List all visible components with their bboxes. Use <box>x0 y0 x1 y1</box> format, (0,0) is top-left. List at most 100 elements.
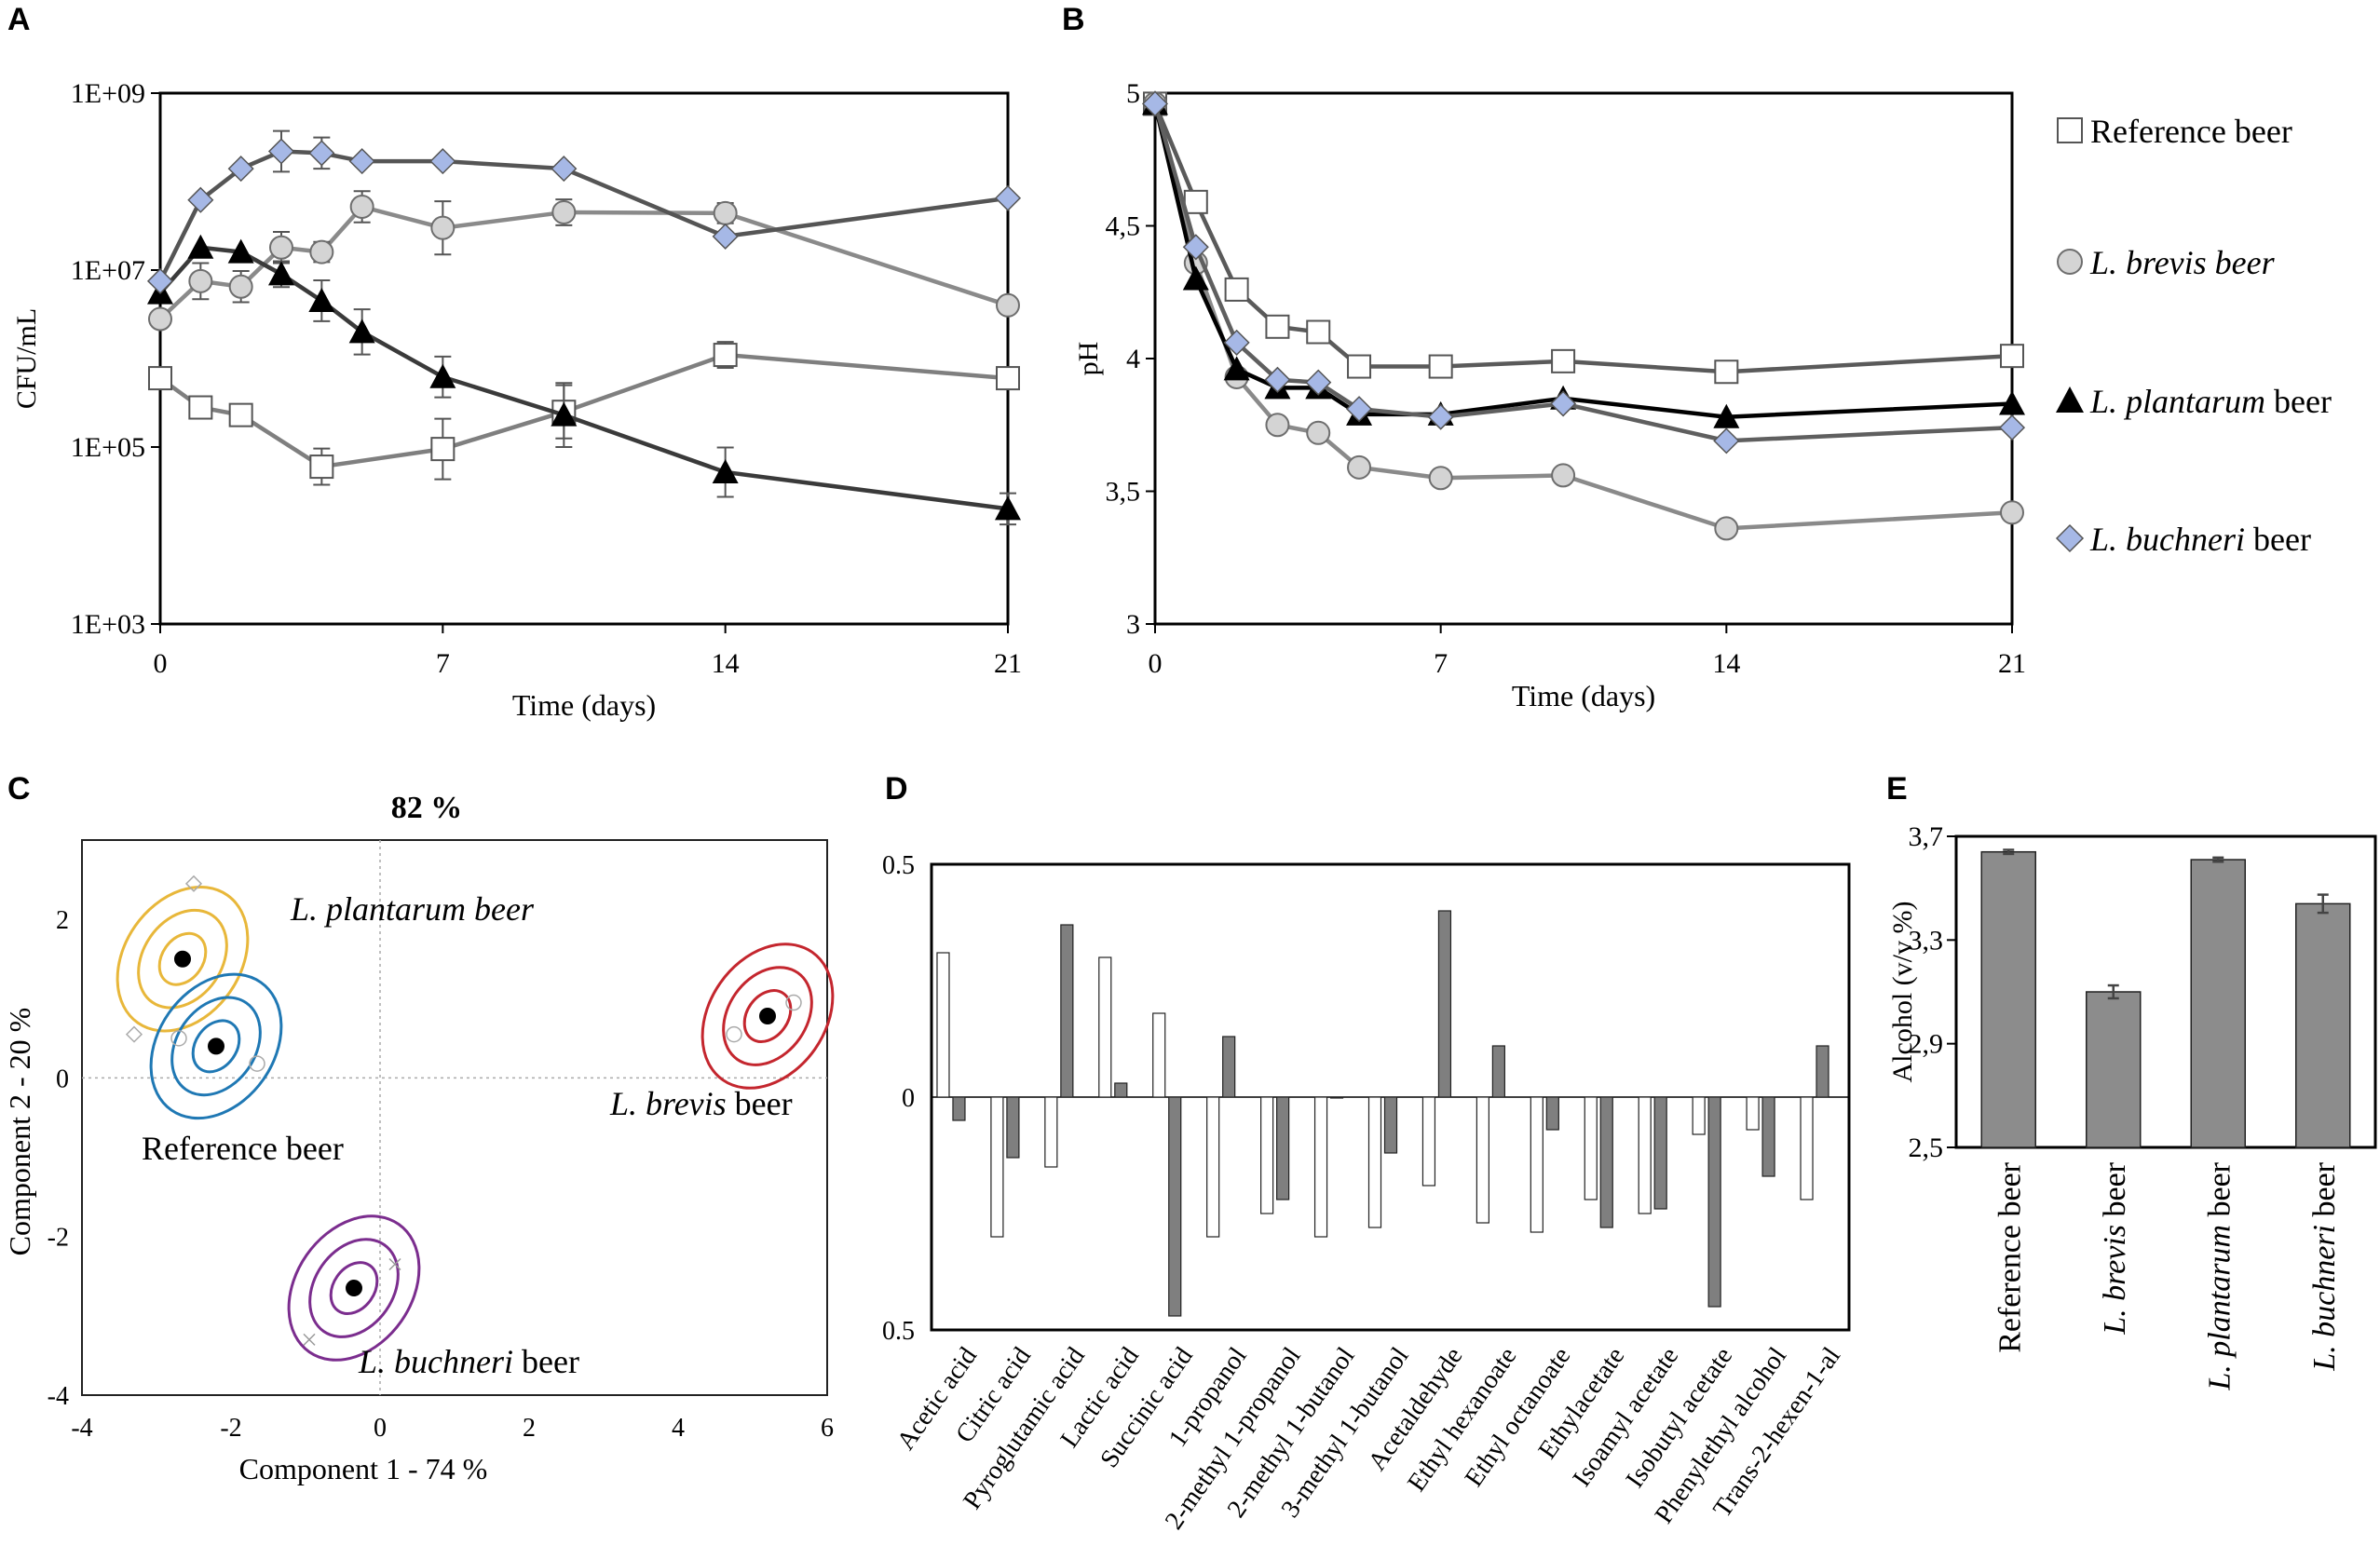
data-point <box>2000 500 2024 525</box>
bar-component-1 <box>1260 1096 1274 1214</box>
data-point <box>187 234 214 259</box>
bar-component-2 <box>1545 1096 1559 1131</box>
x-tick-label-italic: L. buchneri <box>2307 1225 2342 1372</box>
bar-component-2 <box>1599 1096 1613 1228</box>
data-point <box>1551 348 1576 373</box>
series-line <box>1152 102 2013 419</box>
data-point <box>429 148 456 175</box>
legend-marker <box>2057 117 2083 143</box>
data-point <box>1223 329 1250 356</box>
x-tick-label: L. buchneri beer <box>2307 1161 2342 1371</box>
group-l-brevis-beer: L. brevis beer <box>609 943 835 1122</box>
data-point <box>188 268 213 293</box>
y-tick-label: 0.5 <box>882 1317 915 1346</box>
bar-component-1 <box>1638 1096 1652 1214</box>
confidence-ellipse <box>157 931 208 986</box>
data-point <box>308 287 335 312</box>
y-tick-label: 1E+03 <box>71 609 145 640</box>
group-l-buchneri-beer: L. buchneri beer <box>287 1214 579 1380</box>
legend: Reference beer L. brevis beer L. plantarum… <box>2055 113 2332 558</box>
bar-component-2 <box>1329 1096 1344 1099</box>
x-tick-label: 21 <box>994 648 1022 679</box>
bar-component-1 <box>1313 1096 1328 1238</box>
data-point <box>1347 454 1372 480</box>
sample-point <box>785 994 802 1011</box>
bar-component-1 <box>1476 1096 1489 1224</box>
y-tick-label: 3,5 <box>1106 477 1141 508</box>
data-point <box>1305 369 1332 396</box>
group-label: Reference beer <box>142 1130 344 1167</box>
confidence-ellipse <box>742 989 793 1043</box>
plot-frame <box>81 839 828 1396</box>
chart-b-ph: 0 7 14 21 3 3,5 4 4,5 5 Time (days) pH Reference be… <box>1073 78 2332 712</box>
data-point <box>267 138 295 165</box>
data-point <box>1224 277 1249 302</box>
bar-component-1 <box>990 1096 1004 1238</box>
bar-component-1 <box>1692 1096 1706 1135</box>
x-tick-label-normal: beer <box>2307 1161 2342 1225</box>
sample-point <box>170 1030 187 1047</box>
sample-point <box>184 875 203 892</box>
y-tick-label: -4 <box>48 1382 69 1411</box>
series-l-brevis-beer <box>148 190 1020 332</box>
legend-label-normal: Reference beer <box>2090 113 2292 150</box>
x-tick-label: 7 <box>1434 648 1448 679</box>
group-label: L. buchneri beer <box>358 1343 579 1380</box>
data-point <box>349 194 374 219</box>
y-tick-label: 1E+07 <box>71 255 145 286</box>
sample-point <box>125 1025 143 1043</box>
y-tick-label: 3 <box>1126 609 1140 640</box>
panel-label-e: E <box>1886 771 1908 807</box>
data-point <box>188 395 213 420</box>
y-tick-label: 3,7 <box>1909 821 1944 852</box>
x-tick-label: L. brevis beer <box>2098 1161 2132 1335</box>
series-line <box>158 245 1009 511</box>
panel-label-b: B <box>1062 2 1085 37</box>
data-point <box>713 200 738 225</box>
group-label-normal: beer <box>727 1085 793 1122</box>
x-tick-label: 14 <box>1712 648 1740 679</box>
group-label-italic: L. brevis <box>609 1085 727 1122</box>
data-point <box>430 215 456 240</box>
bar-component-1 <box>1800 1096 1814 1200</box>
legend-label-italic: L. plantarum <box>2089 383 2265 420</box>
chart-e-alcohol: 2,5 2,9 3,3 3,7 Alcohol (v/v %) Reference bee… <box>1887 821 2377 1391</box>
data-point <box>1427 403 1454 430</box>
group-reference-beer: Reference beer <box>142 972 344 1167</box>
y-axis-label: Alcohol (v/v %) <box>1887 902 1918 1083</box>
bar-component-1 <box>936 952 950 1098</box>
bar <box>2295 902 2351 1148</box>
series-line <box>158 352 1009 469</box>
y-tick-label: 0 <box>902 1084 915 1113</box>
sample-point <box>249 1055 265 1072</box>
confidence-ellipse <box>149 972 283 1120</box>
data-point <box>430 437 456 462</box>
data-point <box>2000 344 2024 369</box>
series-l-buchneri-beer <box>1141 90 2026 454</box>
plot-frame <box>1954 834 2377 1149</box>
bar-group-l-brevis-beer: L. brevis beer <box>2086 983 2142 1336</box>
confidence-ellipse <box>308 1238 400 1338</box>
data-point <box>1306 420 1331 445</box>
series-l-plantarum-beer <box>147 234 1021 526</box>
legend-label-normal: beer <box>2265 383 2332 420</box>
group-label-italic: L. plantarum beer <box>290 890 535 928</box>
legend-marker <box>2055 523 2085 553</box>
series-line <box>158 204 1009 321</box>
data-point <box>148 366 172 391</box>
data-point <box>1428 354 1453 379</box>
bar-component-2 <box>1383 1096 1398 1154</box>
confidence-ellipse <box>722 966 813 1066</box>
series-line <box>157 149 1009 282</box>
data-point <box>996 292 1020 318</box>
group-l-plantarum-beer: L. plantarum beer <box>116 875 535 1043</box>
bar-component-2 <box>1168 1096 1182 1317</box>
legend-label: L. plantarum beer <box>2089 383 2332 420</box>
confidence-ellipse <box>700 943 835 1090</box>
y-axis-label: CFU/mL <box>11 308 42 409</box>
y-tick-label: 1E+05 <box>71 432 145 463</box>
y-tick-label: 2 <box>56 906 69 935</box>
x-tick-label: 2 <box>523 1414 536 1443</box>
bar-component-2 <box>1222 1036 1236 1098</box>
x-axis-label: Time (days) <box>512 688 656 722</box>
